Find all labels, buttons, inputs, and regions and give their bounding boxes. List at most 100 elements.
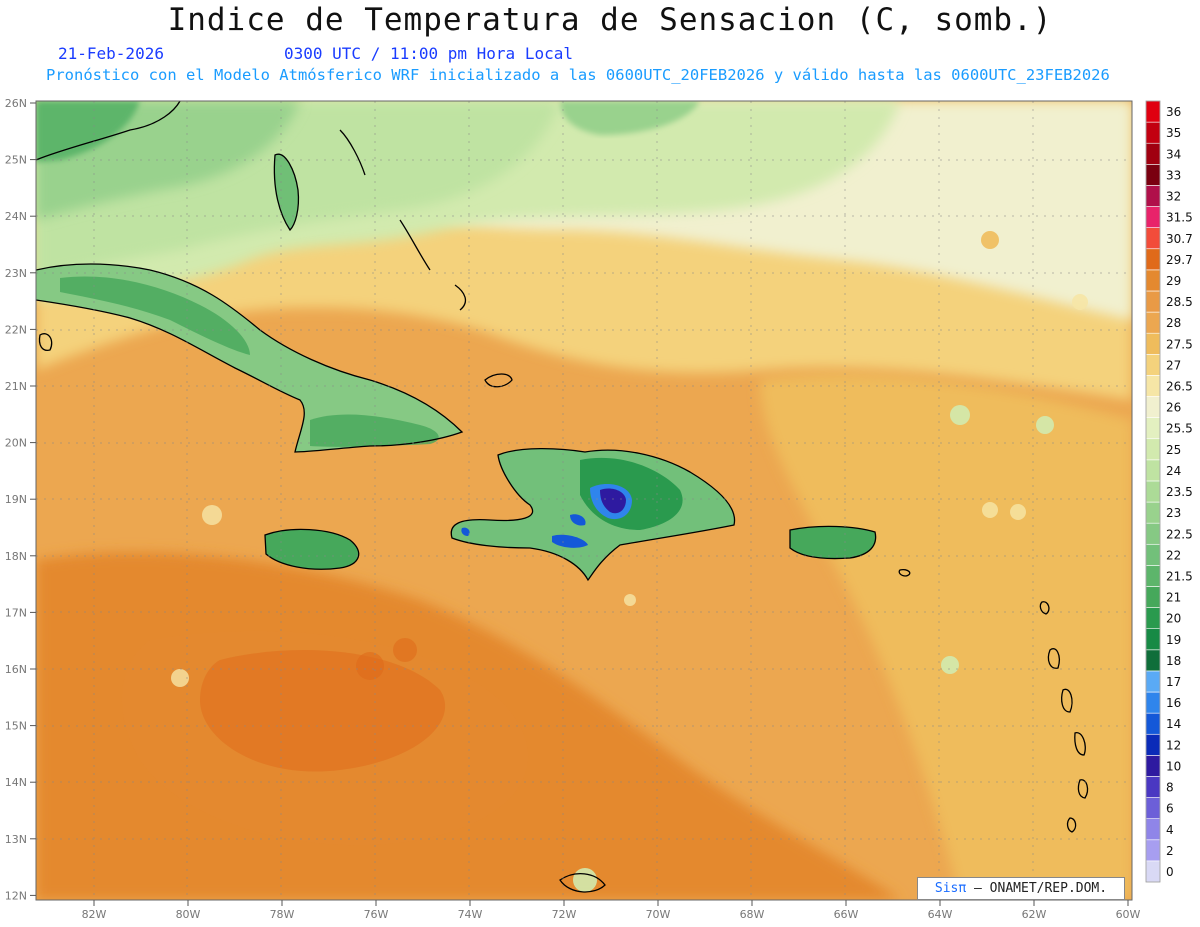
legend-label: 25.5 xyxy=(1166,422,1193,436)
legend-label: 26 xyxy=(1166,401,1181,415)
legend-label: 36 xyxy=(1166,105,1181,119)
legend-label: 19 xyxy=(1166,633,1181,647)
legend-label: 28.5 xyxy=(1166,295,1193,309)
legend-label: 18 xyxy=(1166,654,1181,668)
legend-label: 17 xyxy=(1166,675,1181,689)
legend-label: 21.5 xyxy=(1166,569,1193,583)
legend-label: 32 xyxy=(1166,190,1181,204)
legend-label: 30.7 xyxy=(1166,232,1193,246)
legend-swatch xyxy=(1145,353,1161,376)
legend-label: 10 xyxy=(1166,759,1181,773)
legend-label: 27 xyxy=(1166,358,1181,372)
lon-label: 72W xyxy=(552,908,577,921)
lon-label: 60W xyxy=(1116,908,1141,921)
lat-label: 21N xyxy=(5,380,27,393)
legend-swatch xyxy=(1145,797,1161,819)
lat-label: 13N xyxy=(5,833,27,846)
legend-swatch xyxy=(1145,586,1161,608)
legend-label: 12 xyxy=(1166,738,1181,752)
legend-swatch xyxy=(1145,100,1161,123)
lon-label: 70W xyxy=(646,908,671,921)
legend-swatch xyxy=(1145,607,1161,630)
legend-swatch xyxy=(1145,565,1161,587)
legend-frame xyxy=(1145,100,1161,883)
legend-swatch xyxy=(1145,860,1161,883)
map-title: Indice de Temperatura de Sensacion (C, s… xyxy=(167,2,1053,38)
lon-label: 76W xyxy=(364,908,389,921)
latitude-axis: 26N 25N 24N 23N 22N 21N 20N 19N 18N 17N 16N 15N 14N 1… xyxy=(5,97,36,902)
legend-label: 23 xyxy=(1166,506,1181,520)
legend-swatch xyxy=(1145,691,1161,714)
legend-label: 29 xyxy=(1166,274,1181,288)
lon-label: 80W xyxy=(176,908,201,921)
legend-swatch xyxy=(1145,311,1161,334)
lat-label: 19N xyxy=(5,493,27,506)
lat-label: 16N xyxy=(5,663,27,676)
legend-swatch xyxy=(1145,839,1161,862)
lat-label: 25N xyxy=(5,154,27,167)
date-label: 21-Feb-2026 xyxy=(58,44,164,63)
legend-label: 27.5 xyxy=(1166,337,1193,351)
legend-swatch xyxy=(1145,480,1161,503)
lat-label: 12N xyxy=(5,889,27,902)
legend-swatch xyxy=(1145,733,1161,756)
heat-field xyxy=(36,101,1132,900)
legend-label: 22 xyxy=(1166,548,1181,562)
legend-label: 22.5 xyxy=(1166,527,1193,541)
lon-label: 78W xyxy=(270,908,295,921)
legend-swatch xyxy=(1145,290,1161,313)
legend-swatch xyxy=(1145,755,1161,777)
legend-swatch xyxy=(1145,227,1161,250)
legend-label: 8 xyxy=(1166,781,1174,795)
legend-label: 29.7 xyxy=(1166,253,1193,267)
time-label: 0300 UTC / 11:00 pm Hora Local xyxy=(284,44,573,63)
legend-swatch xyxy=(1145,396,1161,418)
legend-label: 28 xyxy=(1166,316,1181,330)
legend-swatch xyxy=(1145,142,1161,165)
legend-swatch xyxy=(1145,248,1161,271)
legend-label: 35 xyxy=(1166,126,1181,140)
credit-box: Sisπ – ONAMET/REP.DOM. xyxy=(917,877,1125,900)
legend-label: 34 xyxy=(1166,147,1181,161)
legend-swatch xyxy=(1145,628,1161,651)
map-frame xyxy=(35,100,1133,901)
legend-label: 24 xyxy=(1166,464,1181,478)
lat-label: 22N xyxy=(5,323,27,336)
legend-label: 2 xyxy=(1166,844,1174,858)
legend-swatch xyxy=(1145,438,1161,461)
legend-swatch xyxy=(1145,269,1161,292)
legend-label: 23.5 xyxy=(1166,485,1193,499)
legend-swatch xyxy=(1145,543,1161,566)
legend-label: 16 xyxy=(1166,696,1181,710)
legend-swatch xyxy=(1145,417,1161,440)
legend-swatch xyxy=(1145,776,1161,798)
legend-label: 25 xyxy=(1166,443,1181,457)
legend-label: 14 xyxy=(1166,717,1181,731)
legend-label: 33 xyxy=(1166,168,1181,182)
legend-swatch xyxy=(1145,649,1161,672)
legend-swatch xyxy=(1145,164,1161,186)
lat-label: 14N xyxy=(5,776,27,789)
lat-label: 26N xyxy=(5,97,27,110)
lat-label: 24N xyxy=(5,210,27,223)
legend-label: 20 xyxy=(1166,612,1181,626)
legend-swatch xyxy=(1145,459,1161,482)
legend-swatch xyxy=(1145,670,1161,693)
lon-label: 66W xyxy=(834,908,859,921)
legend-swatch xyxy=(1145,206,1161,228)
lat-label: 20N xyxy=(5,437,27,450)
legend-label: 21 xyxy=(1166,591,1181,605)
lon-label: 68W xyxy=(740,908,765,921)
lon-label: 64W xyxy=(928,908,953,921)
lon-label: 74W xyxy=(458,908,483,921)
lat-label: 18N xyxy=(5,550,27,563)
legend-label: 4 xyxy=(1166,823,1174,837)
model-info: Pronóstico con el Modelo Atmósferico WRF… xyxy=(46,66,1110,84)
credit-brand: Sisπ xyxy=(934,881,967,896)
longitude-axis: 82W 80W 78W 76W 74W 72W 70W 68W 66W 64W 62W 60W xyxy=(82,900,1141,921)
color-legend: 0246810121416171819202121.52222.52323.52… xyxy=(1145,100,1193,883)
legend-swatch xyxy=(1145,375,1161,397)
lon-label: 62W xyxy=(1022,908,1047,921)
lon-label: 82W xyxy=(82,908,107,921)
